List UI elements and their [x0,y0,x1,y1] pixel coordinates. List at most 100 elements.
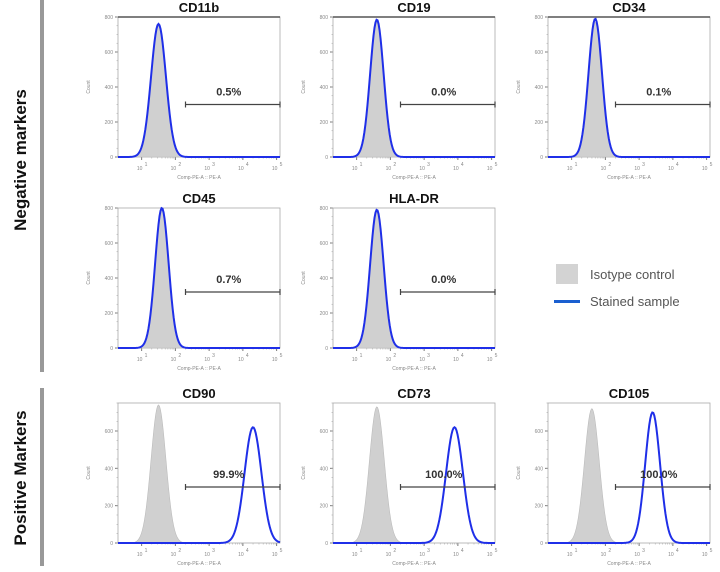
x-tick-label: 10 [419,552,425,558]
isotype-control-histogram [118,209,280,349]
x-tick-label: 10 [352,552,358,558]
x-tick-label: 10 [601,166,607,172]
x-axis-label: Comp-PE-A :: PE-A [392,175,436,181]
x-tick-exponent: 5 [280,162,283,168]
x-tick-exponent: 5 [280,548,283,554]
x-tick-exponent: 3 [642,162,645,168]
x-axis-label: Comp-PE-A :: PE-A [177,366,221,372]
y-tick-label: 200 [320,311,329,317]
x-tick-exponent: 5 [280,353,283,359]
x-tick-exponent: 1 [145,548,148,554]
y-tick-label: 600 [535,50,544,56]
y-tick-label: 0 [110,155,113,161]
plot-frame [332,16,496,158]
x-tick-exponent: 2 [393,353,396,359]
y-axis-label: Count [301,80,307,94]
x-tick-exponent: 5 [710,162,713,168]
gate-percentage: 0.1% [646,87,671,99]
x-tick-label: 10 [272,552,278,558]
x-tick-exponent: 4 [246,548,249,554]
x-tick-label: 10 [567,552,573,558]
panel-title: CD11b [179,0,220,15]
stained-sample-histogram [333,425,495,544]
x-tick-exponent: 1 [360,548,363,554]
plot-frame [547,16,711,158]
stained-sample-histogram [118,206,280,349]
histogram-panel-cd45: CD450200400600800Count101102103104105Com… [86,191,283,372]
x-tick-label: 10 [352,357,358,363]
x-tick-label: 10 [386,552,392,558]
x-tick-exponent: 4 [676,548,679,554]
legend-isotype-swatch [556,264,578,284]
y-tick-label: 200 [535,504,544,510]
x-tick-label: 10 [137,357,143,363]
panel-title: CD34 [612,0,646,15]
legend: Isotype control Stained sample [554,264,680,309]
x-tick-exponent: 1 [360,162,363,168]
gate-percentage: 100.0% [640,469,678,481]
x-tick-label: 10 [419,166,425,172]
y-axis-label: Count [86,271,92,285]
x-tick-label: 10 [487,357,493,363]
x-tick-exponent: 1 [575,548,578,554]
x-tick-exponent: 3 [212,353,215,359]
x-axis-label: Comp-PE-A :: PE-A [392,366,436,372]
y-axis-label: Count [86,466,92,480]
y-tick-label: 800 [320,206,329,212]
y-tick-label: 800 [535,15,544,21]
panel-title: CD90 [182,386,215,401]
stained-sample-histogram [548,17,710,158]
histogram-panel-cd11b: CD11b0200400600800Count101102103104105Co… [86,0,283,181]
panel-title: CD45 [182,191,215,206]
y-tick-label: 200 [105,311,114,317]
x-tick-label: 10 [238,357,244,363]
x-tick-label: 10 [238,552,244,558]
x-tick-label: 10 [238,166,244,172]
x-tick-exponent: 2 [178,353,181,359]
x-tick-exponent: 3 [212,548,215,554]
x-tick-exponent: 3 [427,548,430,554]
y-tick-label: 400 [105,85,114,91]
x-tick-label: 10 [137,552,143,558]
x-tick-exponent: 2 [178,548,181,554]
y-tick-label: 600 [320,50,329,56]
x-tick-exponent: 3 [427,353,430,359]
x-tick-label: 10 [453,166,459,172]
plot-frame [117,207,281,349]
y-tick-label: 400 [320,276,329,282]
y-tick-label: 400 [535,466,544,472]
x-tick-label: 10 [137,166,143,172]
x-tick-exponent: 4 [246,162,249,168]
x-tick-exponent: 4 [461,353,464,359]
x-tick-label: 10 [601,552,607,558]
x-tick-exponent: 5 [495,162,498,168]
x-tick-label: 10 [668,552,674,558]
isotype-control-histogram [333,211,495,349]
stained-sample-histogram [118,22,280,158]
x-tick-label: 10 [272,166,278,172]
y-axis-label: Count [86,80,92,94]
plot-frame [332,207,496,349]
y-tick-label: 0 [325,346,328,352]
x-tick-label: 10 [204,552,210,558]
positive-markers-label: Positive Markers [11,410,30,545]
y-tick-label: 600 [105,429,114,435]
y-tick-label: 200 [320,120,329,126]
histogram-panel-cd19: CD190200400600800Count101102103104105Com… [301,0,498,181]
x-tick-exponent: 4 [246,353,249,359]
isotype-control-histogram [118,404,280,544]
y-tick-label: 600 [105,241,114,247]
legend-stained-swatch [554,300,580,303]
y-tick-label: 0 [325,155,328,161]
x-axis-label: Comp-PE-A :: PE-A [607,175,651,181]
x-tick-label: 10 [171,357,177,363]
y-tick-label: 800 [320,15,329,21]
y-tick-label: 200 [320,504,329,510]
x-tick-exponent: 2 [393,548,396,554]
y-axis-label: Count [301,271,307,285]
x-tick-label: 10 [453,552,459,558]
y-tick-label: 0 [325,541,328,547]
y-tick-label: 0 [540,541,543,547]
x-tick-label: 10 [204,357,210,363]
negative-markers-label: Negative markers [11,89,30,231]
